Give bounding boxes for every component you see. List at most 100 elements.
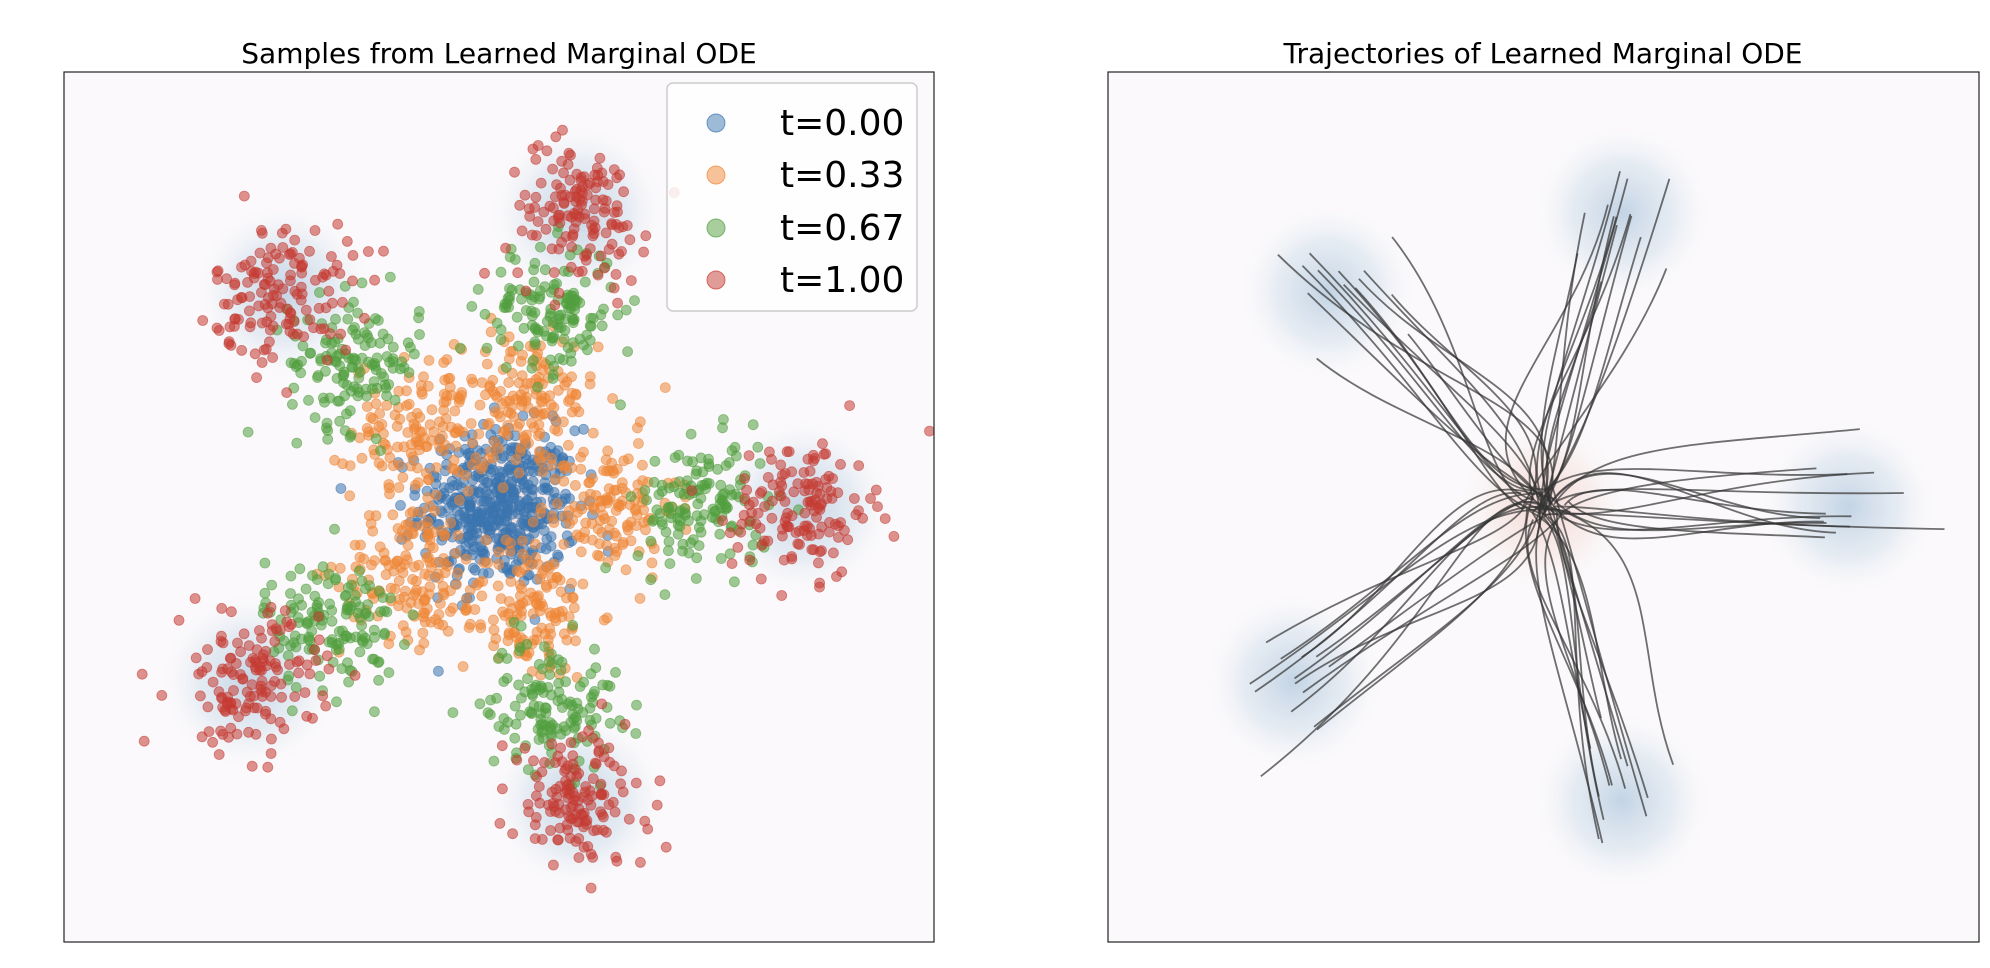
- data-point: [361, 401, 373, 413]
- data-point: [510, 393, 522, 405]
- data-point: [414, 426, 426, 438]
- data-point: [156, 690, 168, 701]
- data-point: [428, 426, 440, 438]
- data-point: [620, 304, 632, 316]
- data-point: [293, 667, 305, 679]
- data-point: [814, 546, 826, 558]
- legend-entry: t=1.00: [706, 260, 904, 301]
- data-point: [337, 296, 348, 308]
- data-point: [553, 287, 565, 299]
- data-point: [715, 479, 727, 491]
- data-point: [637, 459, 648, 471]
- data-point: [535, 507, 546, 519]
- trajectory-line: [1536, 216, 1618, 507]
- data-point: [755, 573, 767, 585]
- data-point: [493, 559, 505, 570]
- trajectory-line: [1550, 506, 1629, 767]
- data-point: [309, 412, 321, 424]
- data-point: [415, 506, 427, 518]
- data-point: [522, 479, 534, 491]
- legend-label: t=0.67: [780, 208, 904, 249]
- trajectory-line: [1316, 357, 1547, 517]
- trajectory-line: [1567, 501, 1825, 539]
- data-point: [578, 841, 590, 853]
- data-point: [494, 818, 506, 829]
- data-point: [623, 813, 635, 825]
- data-point: [243, 640, 255, 651]
- data-point: [580, 517, 592, 529]
- data-point: [550, 806, 561, 817]
- data-point: [421, 603, 433, 614]
- data-point: [309, 644, 320, 656]
- data-point: [687, 456, 698, 468]
- scatter-points: [136, 124, 934, 894]
- data-point: [373, 674, 385, 686]
- trajectory-line: [1391, 294, 1538, 500]
- chart-title: Samples from Learned Marginal ODE: [241, 37, 756, 70]
- data-point: [631, 699, 642, 711]
- data-point: [270, 248, 282, 260]
- data-point: [414, 644, 425, 656]
- data-point: [217, 702, 229, 713]
- data-point: [618, 186, 629, 198]
- data-point: [262, 292, 274, 304]
- data-point: [651, 799, 663, 811]
- data-point: [532, 216, 544, 228]
- data-point: [291, 328, 303, 340]
- data-point: [553, 686, 565, 698]
- data-point: [573, 406, 585, 418]
- trajectory-line: [1526, 518, 1627, 789]
- data-point: [814, 577, 825, 589]
- trajectory-line: [1315, 496, 1533, 658]
- trajectory-line: [1544, 493, 1824, 540]
- data-point: [558, 167, 569, 179]
- data-point: [616, 477, 628, 489]
- data-point: [835, 458, 846, 470]
- data-point: [341, 235, 353, 247]
- data-point: [818, 448, 830, 460]
- data-point: [374, 541, 386, 553]
- data-point: [529, 819, 541, 831]
- data-point: [555, 664, 567, 676]
- data-point: [494, 411, 506, 423]
- data-point: [454, 342, 466, 354]
- data-point: [514, 501, 526, 513]
- data-point: [303, 394, 314, 406]
- data-point: [374, 408, 386, 420]
- trajectory-line: [1555, 488, 1904, 503]
- data-point: [503, 627, 515, 639]
- trajectory-line: [1563, 488, 1826, 515]
- data-point: [696, 479, 708, 491]
- data-point: [630, 728, 642, 739]
- data-point: [511, 311, 523, 323]
- data-point: [561, 292, 573, 304]
- data-point: [532, 140, 544, 151]
- data-point: [286, 398, 298, 410]
- data-point: [553, 243, 565, 255]
- target-density: [1530, 121, 1714, 305]
- trajectory-line: [1504, 204, 1609, 508]
- data-point: [607, 796, 619, 808]
- data-point: [295, 294, 307, 306]
- trajectory-line: [1391, 236, 1543, 510]
- data-point: [242, 426, 254, 438]
- trajectory-line: [1539, 472, 1836, 534]
- data-point: [558, 416, 569, 428]
- data-point: [385, 592, 396, 604]
- trajectory-line: [1280, 492, 1542, 660]
- data-point: [879, 513, 891, 524]
- data-point: [201, 662, 213, 673]
- data-point: [576, 199, 587, 211]
- data-point: [534, 446, 545, 457]
- trajectory-panel: Trajectories of Learned Marginal ODE: [1107, 37, 1980, 943]
- data-point: [312, 611, 324, 622]
- data-point: [571, 529, 583, 541]
- data-point: [488, 755, 500, 767]
- data-point: [724, 484, 736, 496]
- data-point: [646, 557, 658, 569]
- data-point: [579, 276, 591, 288]
- trajectory-line: [1317, 269, 1537, 492]
- data-point: [686, 485, 698, 497]
- data-point: [434, 598, 446, 609]
- data-point: [564, 394, 576, 405]
